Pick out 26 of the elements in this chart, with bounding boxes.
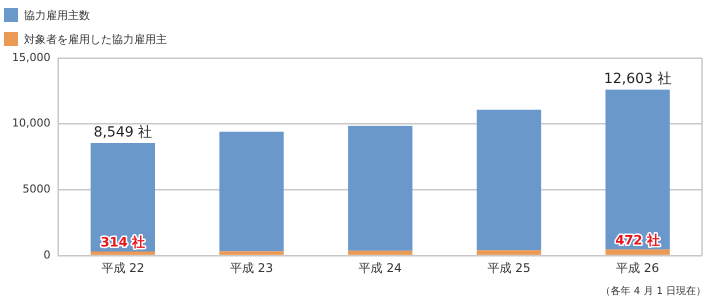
x-tick-label: 平成 26 bbox=[616, 260, 660, 275]
x-tick-label: 平成 23 bbox=[230, 260, 274, 275]
bar bbox=[219, 132, 284, 252]
bar bbox=[348, 250, 412, 255]
bar bbox=[90, 142, 156, 252]
y-tick-label: 0 bbox=[43, 248, 50, 262]
bar bbox=[476, 110, 542, 250]
legend-label: 協力雇用主数 bbox=[24, 8, 90, 22]
legend-label: 対象者を雇用した協力雇用主 bbox=[24, 32, 167, 46]
bar bbox=[219, 251, 284, 255]
bar bbox=[605, 249, 670, 255]
data-label: 472 社 bbox=[615, 232, 660, 248]
y-tick-label: 10,000 bbox=[12, 116, 50, 130]
total-label: 8,549 社 bbox=[94, 124, 152, 141]
bar bbox=[348, 126, 412, 251]
data-label: 314 社 bbox=[100, 234, 146, 250]
x-tick-label: 平成 22 bbox=[101, 260, 144, 275]
x-tick-label: 平成 24 bbox=[358, 260, 402, 275]
bar bbox=[605, 90, 670, 250]
y-tick-label: 15,000 bbox=[12, 50, 50, 64]
y-tick-label: 5000 bbox=[22, 182, 50, 196]
total-label: 12,603 社 bbox=[604, 71, 672, 88]
x-tick-label: 平成 25 bbox=[487, 260, 530, 275]
text: （各年 4 月 1 日現在） bbox=[600, 285, 706, 298]
bar bbox=[476, 250, 542, 255]
bar bbox=[90, 251, 156, 255]
